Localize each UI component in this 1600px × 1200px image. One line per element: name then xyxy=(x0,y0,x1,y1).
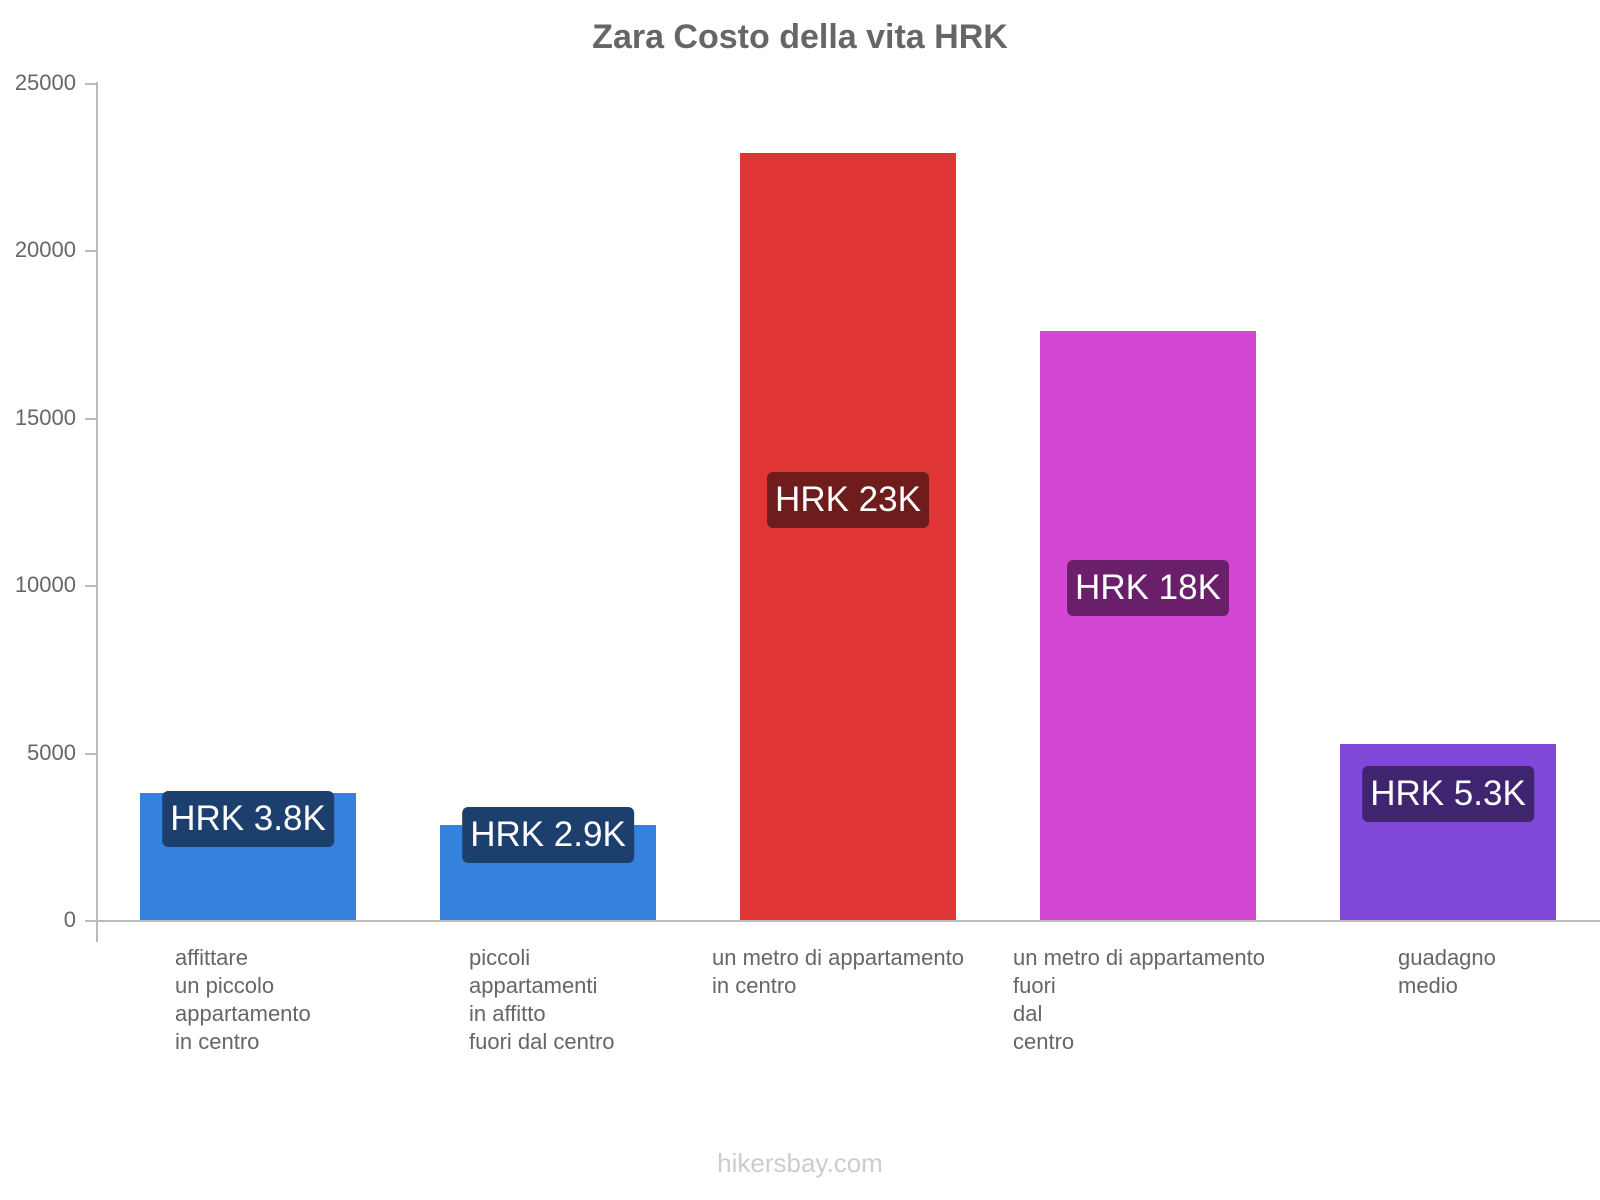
chart-title: Zara Costo della vita HRK xyxy=(592,18,1008,56)
data-label: HRK 3.8K xyxy=(162,791,334,847)
y-tick-mark xyxy=(85,585,97,588)
x-tick-label: piccoli appartamenti in affitto fuori da… xyxy=(469,945,615,1054)
y-tick-mark xyxy=(85,920,97,922)
footer-watermark: hikersbay.com xyxy=(717,1148,883,1178)
y-axis xyxy=(96,82,98,942)
y-tick-label: 15000 xyxy=(14,404,76,430)
x-tick-label: guadagno medio xyxy=(1398,945,1496,998)
data-label: HRK 2.9K xyxy=(462,807,634,863)
y-tick-label: 5000 xyxy=(27,739,76,765)
x-axis xyxy=(85,920,1600,922)
y-tick-mark xyxy=(85,417,97,420)
data-label: HRK 18K xyxy=(1067,560,1229,616)
x-tick-label: un metro di appartamento in centro xyxy=(712,945,964,998)
bar[interactable] xyxy=(1040,330,1256,920)
y-tick-label: 10000 xyxy=(14,572,76,598)
x-tick-label: affittare un piccolo appartamento in cen… xyxy=(175,945,311,1054)
y-tick-label: 25000 xyxy=(14,70,76,95)
y-tick-label: 0 xyxy=(63,907,76,932)
data-label: HRK 5.3K xyxy=(1362,766,1534,822)
bar[interactable] xyxy=(740,153,956,920)
x-tick-label: un metro di appartamento fuori dal centr… xyxy=(1013,945,1265,1054)
y-tick-mark xyxy=(85,752,97,755)
y-tick-label: 20000 xyxy=(14,237,76,263)
data-label: HRK 23K xyxy=(767,472,929,528)
y-tick-mark xyxy=(85,250,97,253)
y-tick-mark xyxy=(85,83,97,85)
